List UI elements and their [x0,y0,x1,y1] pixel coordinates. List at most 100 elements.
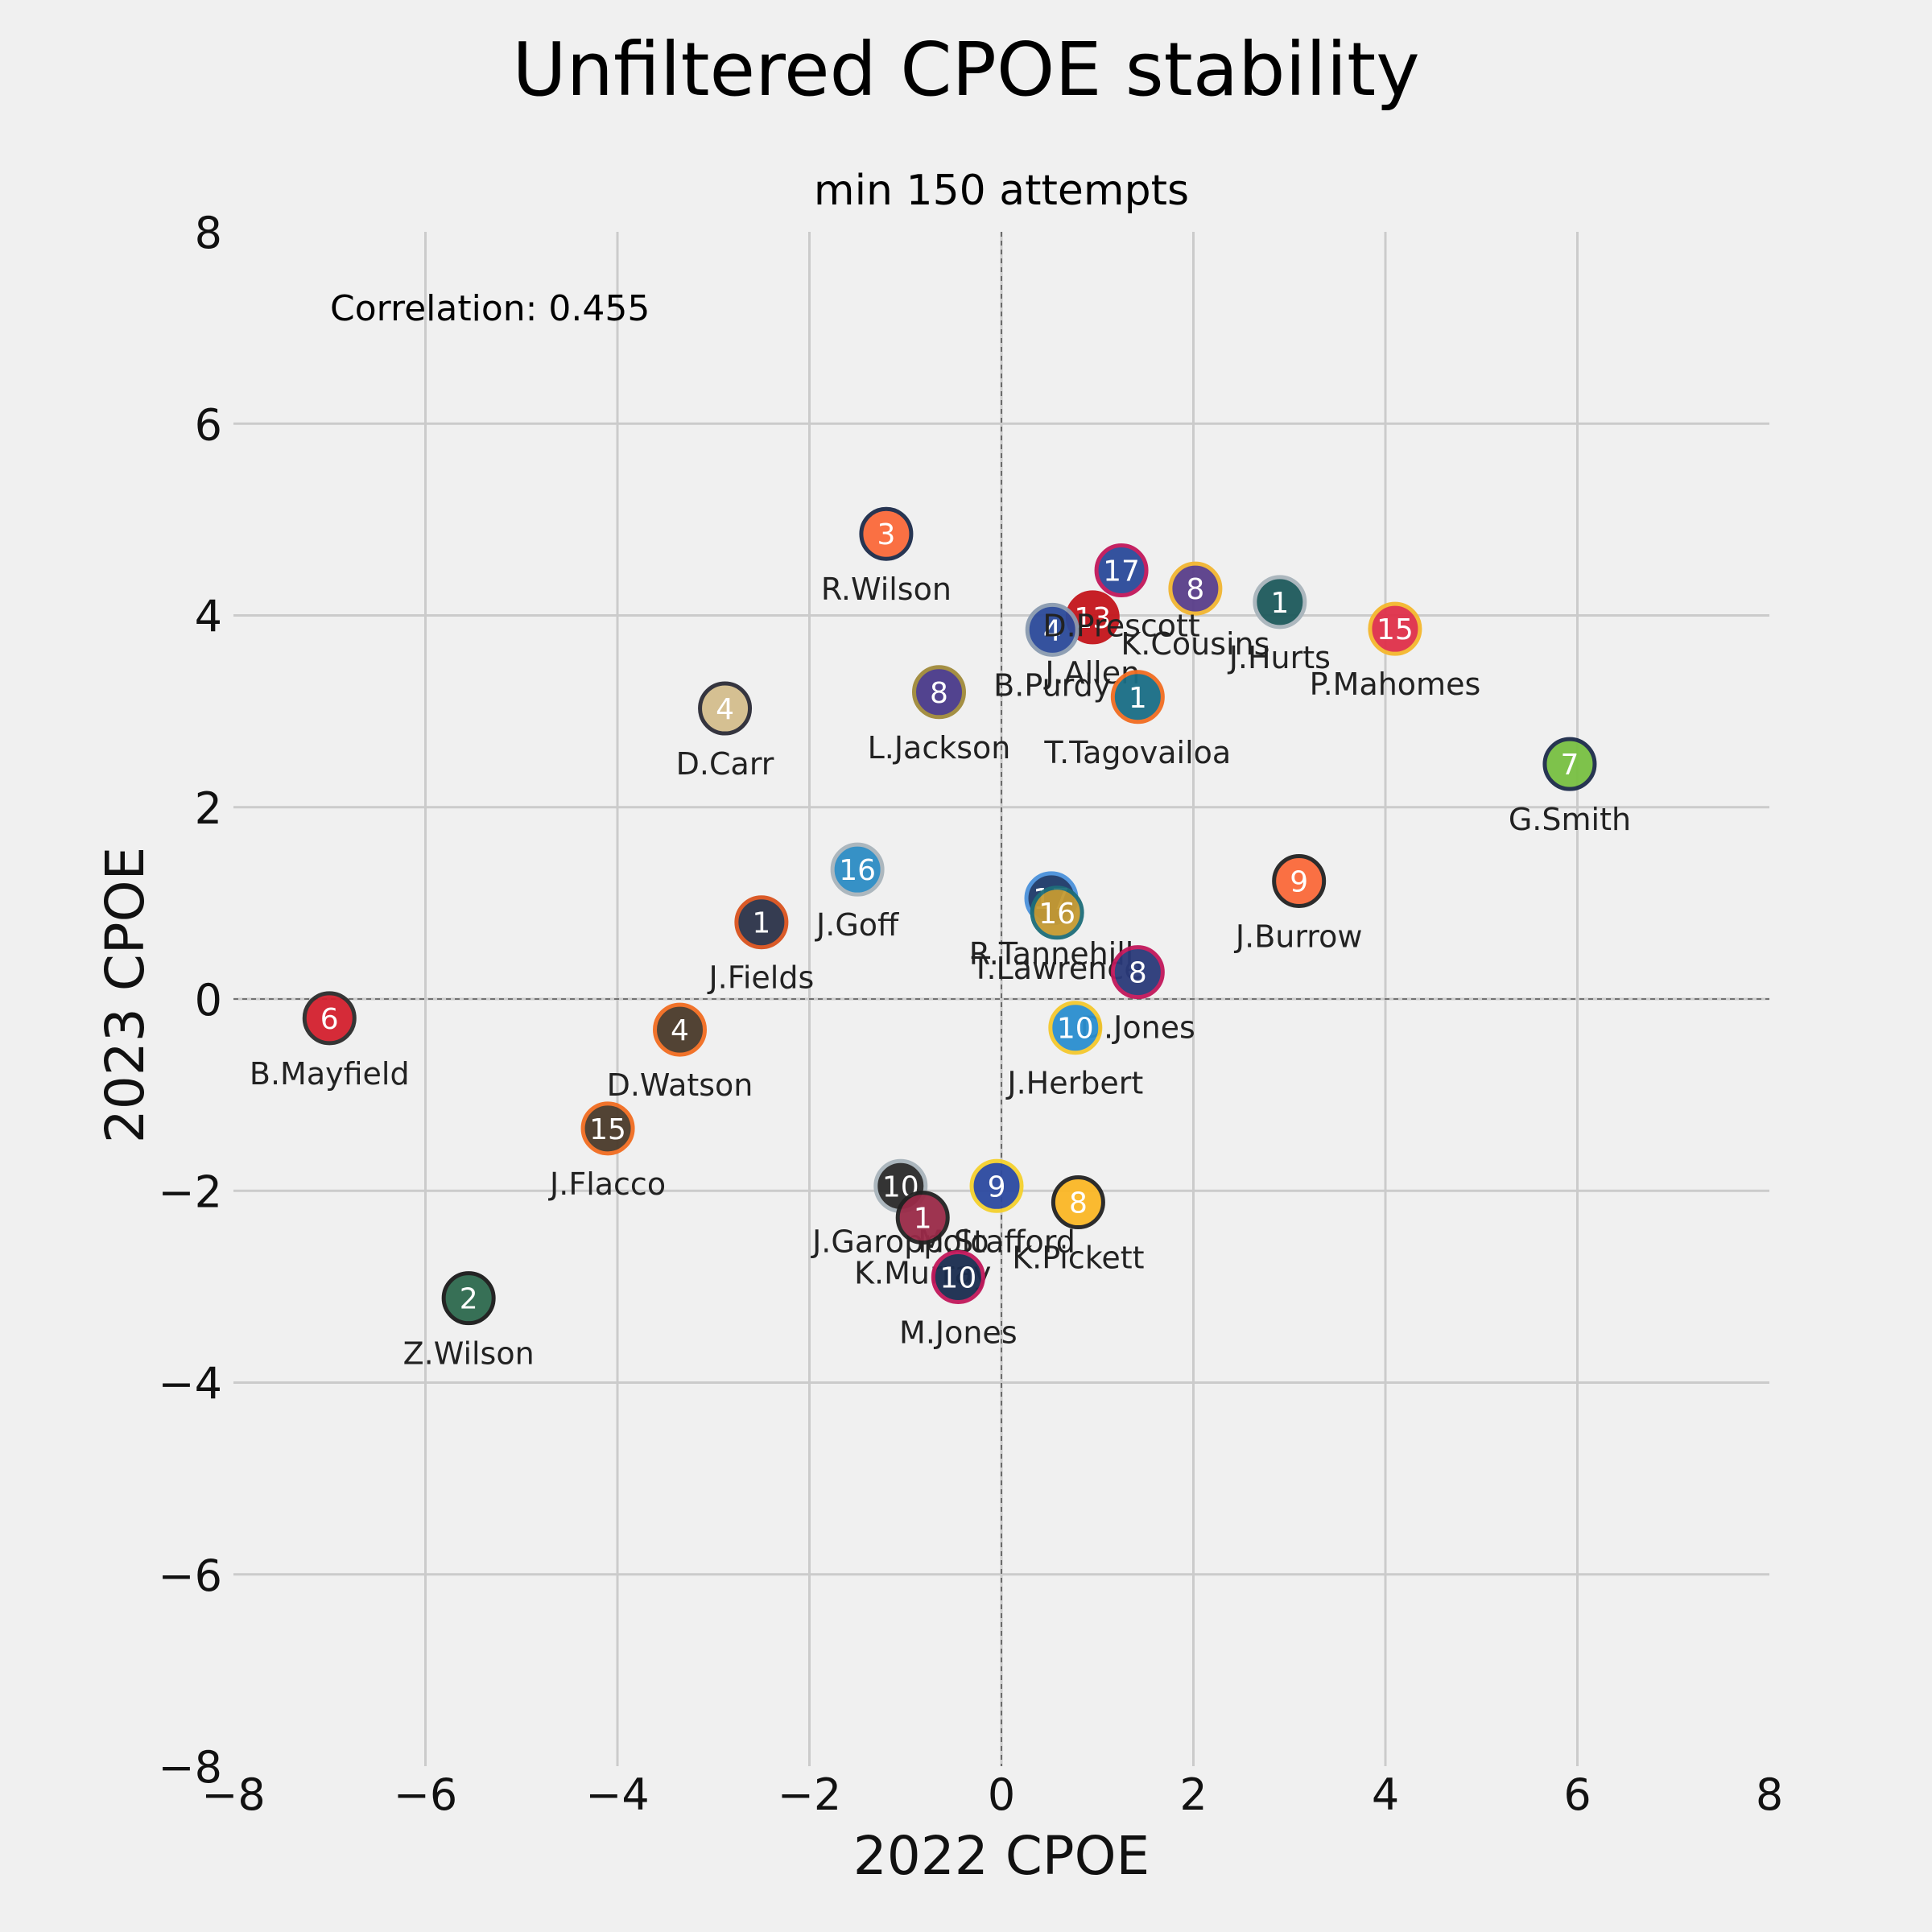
point-number: 17 [1103,555,1140,588]
x-tick-label: −4 [585,1769,650,1820]
data-point: 3 R.Wilson [821,506,952,607]
x-tick-label: −6 [394,1769,458,1820]
chart-title: Unfiltered CPOE stability [512,27,1419,113]
point-number: 1 [1270,587,1289,620]
data-point: 9M.Stafford [918,1158,1075,1259]
data-point: 4 D.Carr [676,681,774,782]
y-tick-label: 0 [195,975,222,1026]
y-tick-label: −6 [158,1550,222,1601]
point-marker [911,665,966,720]
point-number: 7 [1561,749,1579,782]
point-number: 4 [671,1014,689,1047]
data-point: 9 J.Burrow [1234,853,1363,954]
point-number: 4 [716,693,734,726]
point-name-label: J.Hurts [1228,640,1331,675]
point-marker [859,506,914,561]
data-point: 15 J.Flacco [548,1101,666,1202]
data-point: 4 B.Purdy [993,602,1111,703]
point-marker [1025,602,1080,657]
point-name-label: Z.Wilson [403,1336,535,1372]
point-marker [1368,601,1422,656]
x-tick-label: −2 [778,1769,842,1820]
point-marker [931,1249,985,1304]
point-name-label: R.Tannehill [969,936,1134,972]
point-marker [830,842,885,897]
point-number: 1 [914,1203,932,1236]
x-tick-label: 0 [988,1769,1015,1820]
data-point: 10 M.Jones [899,1249,1018,1350]
point-name-label: D.Carr [676,746,774,782]
scatter-points: 3R.Wilson13J.Allen4B.Purdy8K.Cousins1J.H… [250,506,1631,1372]
data-point: 1 J.Fields [707,895,814,996]
point-name-label: R.Wilson [821,572,952,607]
y-tick-label: 8 [195,208,222,258]
y-tick-label: 4 [195,592,222,642]
data-point: 1 J.Hurts [1228,575,1331,675]
x-tick-label: 6 [1563,1769,1591,1820]
y-tick-label: 2 [195,783,222,834]
point-number: 8 [1069,1187,1088,1220]
x-tick-label: 8 [1756,1769,1783,1820]
point-name-label: L.Jackson [868,730,1011,766]
point-marker [1030,886,1084,940]
point-name-label: J.Goff [815,907,899,943]
point-name-label: D.Watson [607,1067,753,1103]
chart-subtitle: min 150 attempts [814,167,1189,215]
point-marker [895,1191,950,1245]
x-tick-label: 4 [1372,1769,1399,1820]
point-marker [580,1101,635,1156]
point-marker [1110,670,1165,724]
point-number: 10 [1057,1013,1094,1046]
point-marker [302,991,357,1046]
point-number: 15 [589,1113,626,1146]
x-tick-label: −8 [201,1769,266,1820]
point-number: 10 [939,1261,976,1294]
point-number: 16 [1038,898,1075,931]
x-tick-label: 2 [1179,1769,1207,1820]
y-axis-label: 2023 CPOE [94,847,156,1143]
point-name-label: K.Pickett [1012,1241,1144,1276]
y-tick-label: −8 [158,1742,222,1793]
point-marker [1542,737,1597,791]
data-point: 15 P.Mahomes [1310,601,1481,702]
data-point: 6 B.Mayfield [250,991,410,1092]
point-name-label: B.Mayfield [250,1056,410,1092]
point-number: 8 [1129,957,1147,990]
point-number: 15 [1377,613,1414,646]
point-name-label: J.Herbert [1005,1066,1143,1101]
point-number: 13 [1074,602,1111,635]
point-marker [1253,575,1307,630]
data-point: 8 K.Cousins [1121,561,1269,662]
point-marker [1272,853,1327,908]
point-name-label: J.Flacco [548,1166,666,1202]
y-tick-label: −2 [158,1166,222,1217]
point-marker [1094,543,1149,598]
point-number: 1 [1129,682,1147,715]
data-point: 10 J.Herbert [1005,1001,1143,1101]
point-marker [1110,945,1165,1000]
x-axis-ticks: −8 −6 −4 −2 0 2 4 6 8 [201,1769,1783,1820]
data-point: 8 K.Pickett [1012,1175,1145,1276]
point-name-label: B.Purdy [993,667,1111,703]
point-name-label: J.Burrow [1234,919,1363,954]
point-number: 1 [752,907,770,940]
data-point: 2 Z.Wilson [403,1271,535,1372]
point-marker [653,1002,708,1057]
point-marker [698,681,753,736]
point-marker [1048,1001,1103,1055]
point-name-label: J.Fields [707,960,814,996]
point-marker [1051,1175,1105,1230]
point-number: 9 [1290,865,1308,898]
point-marker [734,895,789,950]
point-name-label: P.Mahomes [1310,667,1481,702]
y-tick-label: −4 [158,1359,222,1410]
point-name-label: T.Tagovailoa [1043,735,1231,770]
data-point: 16 J.Goff [815,842,899,943]
point-number: 16 [839,854,876,887]
point-name-label: M.Jones [899,1315,1018,1350]
point-name-label: K.Cousins [1121,626,1269,662]
data-point: 8 L.Jackson [868,665,1011,766]
point-marker [441,1271,496,1326]
data-point: 1 T.Tagovailoa [1043,670,1231,770]
